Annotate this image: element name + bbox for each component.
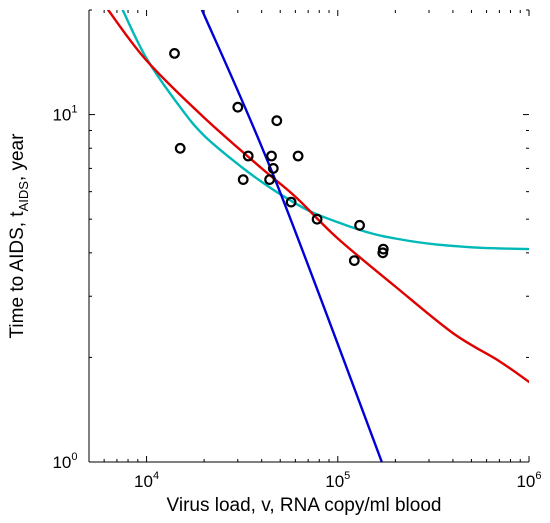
x-tick-label: 104 bbox=[134, 470, 159, 491]
data-point-7 bbox=[266, 150, 277, 162]
data-point-14 bbox=[354, 219, 366, 231]
data-point-10 bbox=[285, 196, 297, 208]
y-axis-title-prefix: Time to AIDS, t bbox=[7, 211, 28, 339]
data-point-3 bbox=[232, 101, 244, 113]
tick-exponent: 0 bbox=[71, 451, 77, 463]
y-axis-title-suffix: , year bbox=[7, 133, 28, 181]
tick-base: 10 bbox=[134, 472, 153, 491]
data-point-11 bbox=[292, 150, 304, 162]
series-line-2 bbox=[107, 10, 529, 384]
data-point-2 bbox=[174, 142, 186, 154]
data-point-1 bbox=[169, 48, 180, 59]
tick-exponent: 4 bbox=[153, 470, 159, 482]
x-tick-label: 105 bbox=[325, 470, 350, 491]
series-layer bbox=[107, 10, 529, 462]
data-point-9 bbox=[271, 115, 283, 127]
y-tick-label: 100 bbox=[52, 451, 77, 472]
x-axis-title: Virus load, v, RNA copy/ml blood bbox=[167, 495, 442, 516]
data-point-5 bbox=[242, 150, 254, 162]
data-point-4 bbox=[237, 174, 249, 186]
tick-base: 10 bbox=[516, 472, 535, 491]
data-point-13 bbox=[348, 255, 360, 267]
y-tick-label: 101 bbox=[52, 104, 77, 125]
tick-exponent: 1 bbox=[71, 104, 77, 116]
y-axis-title: Time to AIDS, tAIDS, year bbox=[7, 133, 31, 339]
data-point-8 bbox=[267, 162, 279, 174]
points-layer bbox=[169, 48, 389, 267]
y-axis-title-subscript: AIDS bbox=[16, 181, 31, 212]
series-line-1 bbox=[121, 10, 529, 251]
tick-exponent: 5 bbox=[344, 470, 350, 482]
data-point-6 bbox=[264, 174, 276, 186]
x-tick-label: 106 bbox=[516, 470, 541, 491]
data-point-16 bbox=[377, 243, 389, 255]
tick-base: 10 bbox=[325, 472, 344, 491]
tick-base: 10 bbox=[52, 453, 71, 472]
data-point-12 bbox=[311, 213, 323, 225]
tick-exponent: 6 bbox=[535, 470, 541, 482]
series-line-3 bbox=[200, 10, 383, 462]
tick-base: 10 bbox=[52, 106, 71, 125]
x-axis-ticks: 104 105 106 bbox=[88, 10, 542, 491]
